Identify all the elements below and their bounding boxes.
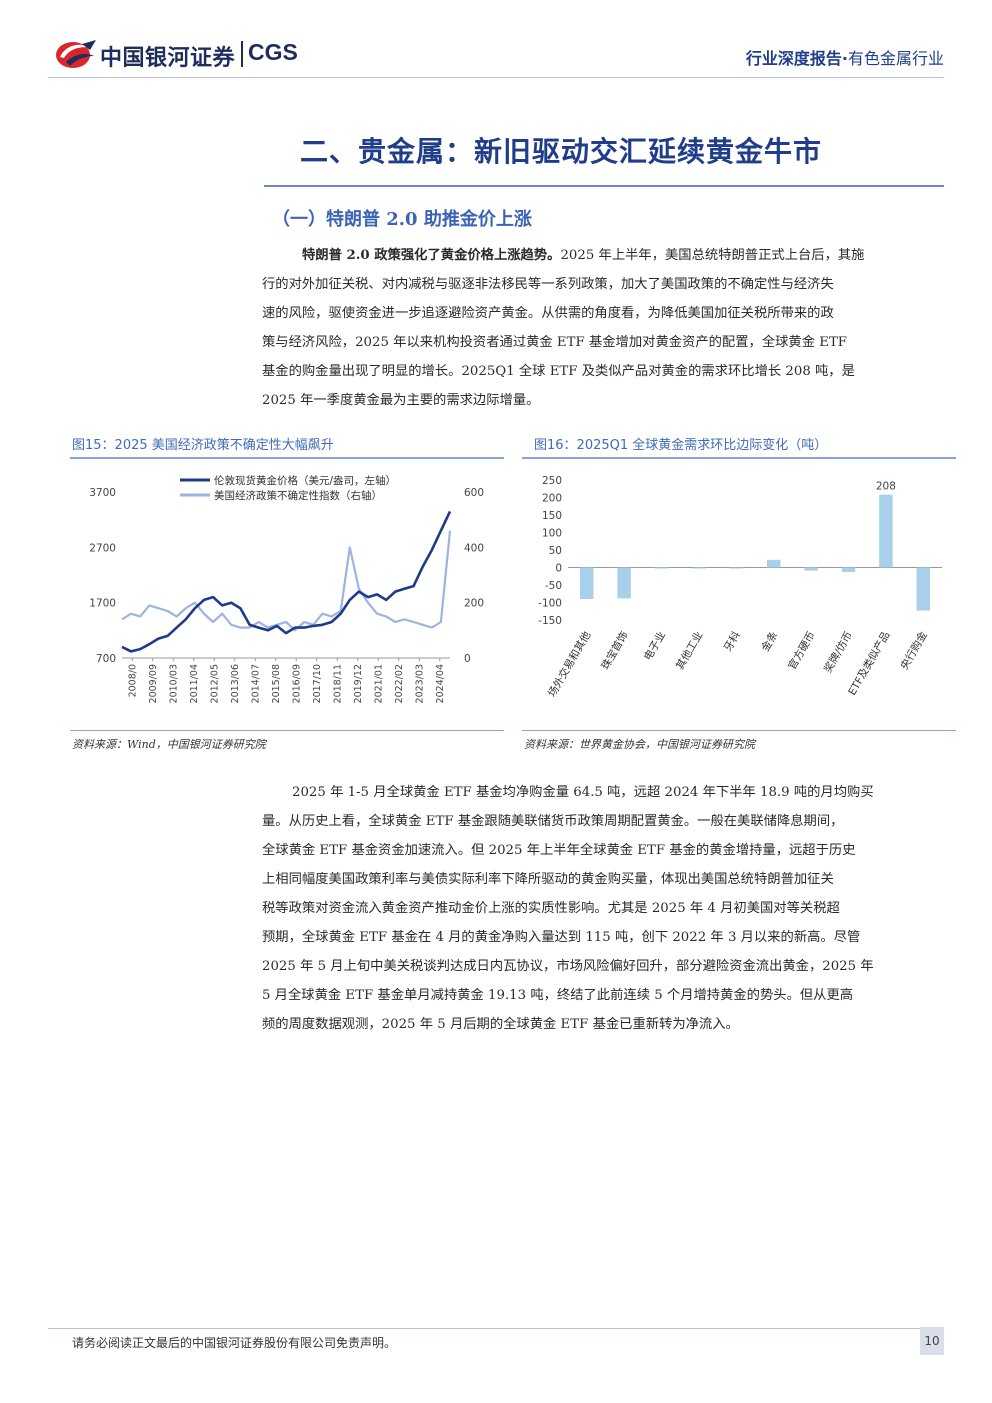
x-tick-label: 2008/0 bbox=[127, 664, 138, 697]
series-line-gold bbox=[121, 510, 452, 653]
report-type: 行业深度报告· bbox=[745, 49, 848, 68]
x-tick-label: 2023/03 bbox=[414, 664, 425, 703]
paragraph-2-line: 全球黄金 ETF 基金资金加速流入。但 2025 年上半年全球黄金 ETF 基金… bbox=[262, 843, 856, 858]
figure-15-top-rule bbox=[70, 457, 504, 459]
y-tick-label: 200 bbox=[542, 493, 562, 505]
y-tick-label: 100 bbox=[542, 528, 562, 540]
footer-divider bbox=[48, 1328, 944, 1329]
bar bbox=[654, 567, 669, 569]
x-tick-label: 2024/04 bbox=[435, 664, 446, 703]
category-label: 珠宝首饰 bbox=[598, 629, 630, 672]
y-right-tick-label: 200 bbox=[464, 598, 484, 610]
x-tick-label: 2018/11 bbox=[332, 664, 343, 703]
x-tick-label: 2013/06 bbox=[230, 664, 241, 703]
y-tick-label: -150 bbox=[538, 615, 562, 627]
legend-label-gold: 伦敦现货黄金价格（美元/盎司，左轴） bbox=[214, 474, 396, 487]
bar bbox=[804, 567, 818, 571]
bar bbox=[916, 567, 931, 611]
bar bbox=[692, 567, 706, 569]
figure-16-title: 图16：2025Q1 全球黄金需求环比边际变化（吨） bbox=[534, 438, 828, 453]
brand-name-en: CGS bbox=[248, 39, 298, 65]
paragraph-2: 2025 年 1-5 月全球黄金 ETF 基金均净购金量 64.5 吨，远超 2… bbox=[262, 778, 944, 1039]
figure-16-source: 资料来源：世界黄金协会，中国银河证券研究院 bbox=[524, 738, 755, 751]
y-tick-label: 50 bbox=[549, 545, 562, 557]
figure-16-top-rule bbox=[522, 457, 956, 459]
figure-15-source: 资料来源：Wind，中国银河证券研究院 bbox=[72, 738, 266, 751]
category-label: 场外交易和其他 bbox=[545, 629, 593, 700]
y-right-tick-label: 400 bbox=[464, 542, 484, 554]
y-tick-label: -50 bbox=[545, 580, 562, 592]
paragraph-1-line: 特朗普 2.0 政策强化了黄金价格上涨趋势。2025 年上半年，美国总统特朗普正… bbox=[302, 248, 865, 263]
x-tick-label: 2021/01 bbox=[373, 664, 384, 703]
x-tick-label: 2010/03 bbox=[168, 664, 179, 703]
paragraph-1-line: 策与经济风险，2025 年以来机构投资者通过黄金 ETF 基金增加对黄金资产的配… bbox=[262, 335, 848, 350]
x-tick-label: 2012/05 bbox=[209, 664, 220, 703]
report-category: 行业深度报告·有色金属行业 bbox=[746, 45, 944, 69]
figure-16-bottom-rule bbox=[522, 730, 956, 731]
brand-name-cn: 中国银河证券 bbox=[100, 46, 236, 71]
paragraph-2-line: 5 月全球黄金 ETF 基金单月减持黄金 19.13 吨，终结了此前连续 5 个… bbox=[262, 988, 854, 1003]
brand-separator bbox=[241, 41, 243, 67]
bar bbox=[579, 567, 594, 599]
y-tick-label: 0 bbox=[555, 563, 562, 575]
header-divider bbox=[48, 77, 944, 78]
subsection-title: （一）特朗普 2.0 助推金价上涨 bbox=[272, 209, 532, 230]
bar bbox=[617, 567, 631, 599]
y-left-tick-label: 3700 bbox=[89, 487, 116, 499]
paragraph-1-line: 基金的购金量出现了明显的增长。2025Q1 全球 ETF 及类似产品对黄金的需求… bbox=[262, 364, 855, 379]
y-left-tick-label: 2700 bbox=[89, 542, 116, 554]
y-tick-label: 250 bbox=[542, 475, 562, 487]
y-left-tick-label: 700 bbox=[96, 653, 116, 665]
brand-logo-icon bbox=[56, 40, 96, 68]
category-label: 电子业 bbox=[641, 629, 668, 663]
paragraph-1-line: 2025 年一季度黄金最为主要的需求边际增量。 bbox=[262, 393, 540, 408]
y-tick-label: 150 bbox=[542, 510, 562, 522]
x-tick-label: 2016/09 bbox=[291, 664, 302, 703]
figure-15-title: 图15：2025 美国经济政策不确定性大幅飙升 bbox=[72, 438, 334, 453]
section-divider bbox=[264, 185, 944, 187]
paragraph-2-line: 预期，全球黄金 ETF 基金在 4 月的黄金净购入量达到 115 吨，创下 20… bbox=[262, 930, 861, 945]
page-number: 10 bbox=[920, 1327, 944, 1355]
figure-16-bar-chart: 250 200 150 100 50 0 -50 -100 -150 场外交易和其他 珠宝首饰 电子业… bbox=[538, 475, 942, 700]
paragraph-2-line: 量。从历史上看，全球黄金 ETF 基金跟随美联储货币政策周期配置黄金。一般在美联… bbox=[262, 814, 844, 829]
bar bbox=[766, 559, 781, 568]
x-tick-label: 2019/12 bbox=[353, 664, 364, 703]
footer-disclaimer: 请务必阅读正文最后的中国银河证券股份有限公司免责声明。 bbox=[72, 1336, 397, 1350]
figure-15-bottom-rule bbox=[70, 730, 504, 731]
bar-data-label: 208 bbox=[876, 481, 896, 493]
x-tick-label: 2009/09 bbox=[148, 664, 159, 703]
y-right-tick-label: 600 bbox=[464, 487, 484, 499]
figure-15-line-chart: 3700 2700 1700 700 600 400 200 0 2008/0 2009/09 20… bbox=[89, 474, 484, 703]
category-label: 金条 bbox=[759, 629, 781, 654]
legend-label-epu: 美国经济政策不确定性指数（右轴） bbox=[214, 489, 382, 502]
category-label: 其他工业 bbox=[673, 629, 705, 672]
category-label: 奖牌/仿币 bbox=[821, 629, 855, 675]
paragraph-1-line: 速的风险，驱使资金进一步追逐避险资产黄金。从供需的角度看，为降低美国加征关税所带… bbox=[262, 306, 834, 321]
x-tick-label: 2022/02 bbox=[394, 664, 405, 703]
category-label: 央行购金 bbox=[898, 629, 931, 672]
paragraph-1-line: 行的对外加征关税、对内减税与驱逐非法移民等一系列政策，加大了美国政策的不确定性与… bbox=[262, 277, 834, 292]
paragraph-1: 特朗普 2.0 政策强化了黄金价格上涨趋势。2025 年上半年，美国总统特朗普正… bbox=[262, 241, 944, 415]
x-tick-label: 2017/10 bbox=[312, 664, 323, 703]
x-tick-label: 2014/07 bbox=[250, 664, 261, 703]
paragraph-1-lead: 特朗普 2.0 政策强化了黄金价格上涨趋势。 bbox=[302, 248, 561, 263]
paragraph-2-line: 频的周度数据观测，2025 年 5 月后期的全球黄金 ETF 基金已重新转为净流… bbox=[262, 1017, 739, 1032]
y-tick-label: -100 bbox=[538, 598, 562, 610]
bar bbox=[729, 567, 744, 569]
y-right-tick-label: 0 bbox=[464, 653, 471, 665]
x-tick-label: 2015/08 bbox=[271, 664, 282, 703]
x-tick-label: 2011/04 bbox=[189, 664, 200, 703]
paragraph-2-line: 2025 年 1-5 月全球黄金 ETF 基金均净购金量 64.5 吨，远超 2… bbox=[292, 785, 874, 800]
paragraph-2-line: 税等政策对资金流入黄金资产推动金价上涨的实质性影响。尤其是 2025 年 4 月… bbox=[262, 901, 840, 916]
section-title: 二、贵金属：新旧驱动交汇延续黄金牛市 bbox=[300, 135, 823, 168]
paragraph-2-line: 2025 年 5 月上旬中美关税谈判达成日内瓦协议，市场风险偏好回升，部分避险资… bbox=[262, 959, 874, 974]
bar bbox=[841, 567, 856, 573]
category-label: 官方硬币 bbox=[785, 629, 817, 672]
series-line-epu bbox=[121, 530, 452, 632]
y-left-tick-label: 1700 bbox=[89, 598, 116, 610]
category-label: 牙科 bbox=[721, 629, 743, 654]
industry-name: 有色金属行业 bbox=[847, 49, 944, 68]
paragraph-2-line: 上相同幅度美国政策利率与美债实际利率下降所驱动的黄金购买量，体现出美国总统特朗普… bbox=[262, 872, 834, 887]
bar bbox=[879, 494, 893, 568]
